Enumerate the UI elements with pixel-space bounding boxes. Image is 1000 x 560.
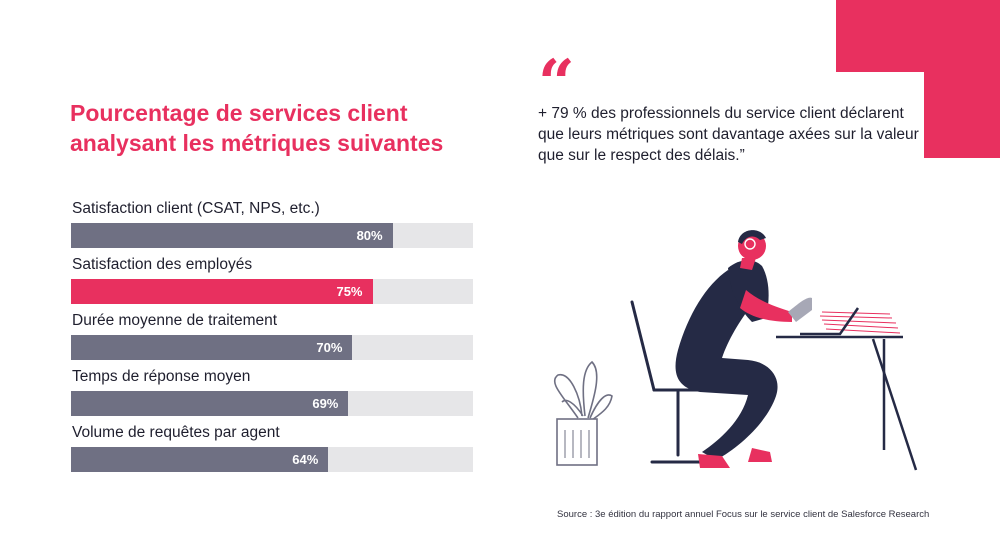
bar-category-label: Volume de requêtes par agent <box>72 424 280 441</box>
person-arm <box>740 290 792 322</box>
person-body <box>675 270 778 460</box>
bar-category-label: Satisfaction client (CSAT, NPS, etc.) <box>72 200 320 217</box>
bar-row: Satisfaction des employés 75% <box>70 251 475 307</box>
bar-value-label: 75% <box>336 284 363 299</box>
papers-icon <box>819 311 901 334</box>
bar-row: Durée moyenne de traitement 70% <box>70 307 475 363</box>
bar-value-label: 69% <box>312 396 339 411</box>
bar-row: Volume de requêtes par agent 64% <box>70 419 475 475</box>
source-note: Source : 3e édition du rapport annuel Fo… <box>557 509 930 520</box>
bar: 80% <box>71 223 393 248</box>
plant-icon <box>553 360 613 466</box>
bar: 64% <box>71 447 329 472</box>
bar-value-label: 70% <box>316 340 343 355</box>
bar-track: 64% <box>71 447 473 472</box>
laptop-icon <box>800 307 860 336</box>
bar-track: 75% <box>71 279 473 304</box>
bar-row: Temps de réponse moyen 69% <box>70 363 475 419</box>
desk-icon <box>776 335 918 471</box>
bar: 75% <box>71 279 373 304</box>
chart-title: Pourcentage de services client analysant… <box>70 100 444 156</box>
bar: 70% <box>71 335 353 360</box>
bar-value-label: 64% <box>292 452 319 467</box>
bar: 69% <box>71 391 349 416</box>
person-neck <box>740 258 756 270</box>
bar-category-label: Satisfaction des employés <box>72 256 253 273</box>
person-forearm <box>788 297 812 322</box>
glasses-icon <box>744 238 756 250</box>
person-shoe <box>748 448 772 462</box>
bar-value-label: 80% <box>356 228 383 243</box>
quote-text: + 79 % des professionnels du service cli… <box>538 105 919 164</box>
quote-mark-icon: “ <box>538 46 575 121</box>
bar-track: 69% <box>71 391 473 416</box>
person-shoe <box>698 454 730 468</box>
bar-track: 70% <box>71 335 473 360</box>
bar-chart: Satisfaction client (CSAT, NPS, etc.) 80… <box>70 195 475 475</box>
person-hair <box>738 230 766 244</box>
bar-track: 80% <box>71 223 473 248</box>
bar-row: Satisfaction client (CSAT, NPS, etc.) 80… <box>70 195 475 251</box>
bar-category-label: Durée moyenne de traitement <box>72 312 278 329</box>
bar-category-label: Temps de réponse moyen <box>72 368 251 385</box>
